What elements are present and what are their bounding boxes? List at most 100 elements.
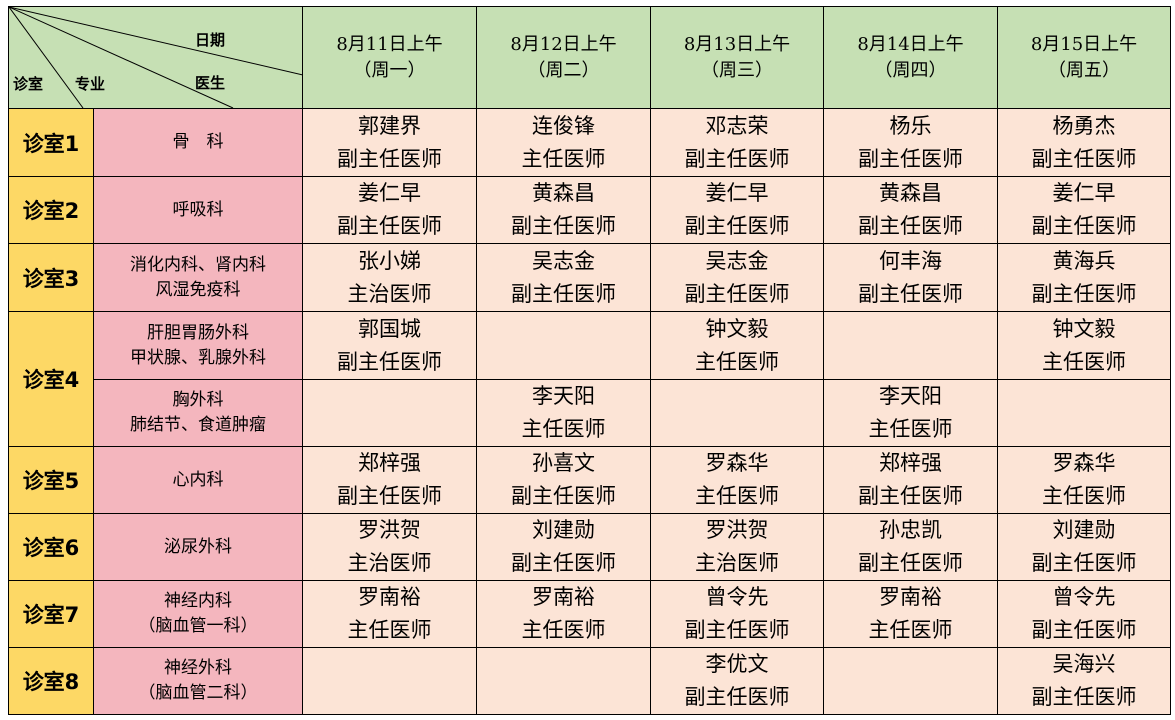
doctor-name: 姜仁早 [1052, 181, 1116, 205]
clinic-schedule-table: 日期 医生 诊室 专业 8月11日上午 （周一） 8月12日上午 （周二） 8月13日上… [8, 6, 1171, 715]
room-cell: 诊室5 [8, 446, 94, 514]
doctor-name: 孙喜文 [532, 451, 595, 475]
schedule-row: 诊室4 肝胆胃肠外科 甲状腺、乳腺外科 郭国城 副主任医师 钟文毅 主任医师 钟文毅 主任医师 [8, 311, 1171, 447]
doctor-title: 副主任医师 [858, 281, 963, 306]
doctor-name: 李优文 [705, 652, 769, 676]
day-date: 8月14日上午 [857, 33, 964, 55]
doctor-title: 主任医师 [868, 618, 953, 642]
doctor-title: 主任医师 [1042, 349, 1126, 374]
doctor-name: 吴志金 [705, 248, 769, 273]
doctor-cell: 何丰海 副主任医师 [823, 243, 998, 312]
doctor-name: 罗森华 [705, 451, 769, 475]
doctor-cell: 钟文毅 主任医师 [997, 311, 1171, 380]
doctor-cell [650, 379, 824, 447]
department-line: 神经内科 [164, 591, 232, 611]
doctor-name: 罗洪贺 [705, 518, 769, 542]
doctor-title: 主治医师 [347, 551, 432, 575]
doctor-cell: 吴志金 副主任医师 [476, 243, 651, 312]
doctor-title: 副主任医师 [1031, 618, 1137, 642]
doctor-cell: 钟文毅 主任医师 [650, 311, 824, 380]
doctor-cell: 郑梓强 副主任医师 [302, 446, 477, 514]
day-date: 8月13日上午 [683, 33, 791, 55]
doctor-cell: 吴海兴 副主任医师 [997, 647, 1171, 715]
doctor-name: 罗南裕 [358, 585, 421, 609]
doctor-name: 黄森昌 [532, 181, 595, 205]
doctor-name: 何丰海 [879, 248, 942, 273]
doctor-cell: 吴志金 副主任医师 [650, 243, 824, 312]
doctor-name: 郭建界 [358, 113, 421, 138]
doctor-title: 副主任医师 [684, 685, 790, 709]
doctor-name: 罗南裕 [532, 585, 595, 609]
doctor-title: 副主任医师 [511, 551, 616, 575]
doctor-name: 吴志金 [532, 248, 595, 273]
day-weekday: （周四） [874, 59, 947, 81]
department-cell: 神经内科 （脑血管一科） [93, 580, 303, 648]
doctor-name: 杨勇杰 [1052, 113, 1116, 138]
doctor-cell: 孙忠凯 副主任医师 [823, 513, 998, 581]
doctor-name: 邓志荣 [705, 113, 769, 138]
doctor-name: 罗森华 [1052, 451, 1116, 475]
doctor-title: 主任医师 [521, 417, 606, 441]
doctor-cell: 罗森华 主任医师 [650, 446, 824, 514]
department-cell: 呼吸科 [93, 176, 303, 244]
department-line: 甲状腺、乳腺外科 [130, 347, 266, 368]
date-label: 日期 [195, 31, 226, 49]
doctor-cell: 黄海兵 副主任医师 [997, 243, 1171, 312]
doctor-cell: 杨乐 副主任医师 [823, 108, 998, 177]
doctor-name: 郑梓强 [879, 451, 942, 475]
doctor-title: 副主任医师 [1031, 214, 1137, 238]
department-line: 肝胆胃肠外科 [147, 322, 249, 343]
doctor-name: 刘建勋 [532, 518, 595, 542]
day-header: 8月11日上午 （周一） [302, 6, 477, 109]
department-line: 泌尿外科 [164, 536, 232, 557]
doctor-title: 副主任医师 [1031, 685, 1137, 709]
doctor-name: 郑梓强 [358, 451, 421, 475]
doctor-cell: 连俊锋 主任医师 [476, 108, 651, 177]
doctor-cell: 李天阳 主任医师 [823, 379, 998, 447]
schedule-row: 诊室6 泌尿外科 罗洪贺 主治医师 刘建勋 副主任医师 罗洪贺 主治医师 孙忠凯 副主任医师 刘建勋… [8, 513, 1171, 581]
doctor-title: 副主任医师 [1031, 281, 1137, 306]
department-line: 神经外科 [164, 658, 232, 678]
department-cell: 骨 科 [93, 108, 303, 177]
doctor-name: 连俊锋 [532, 113, 595, 138]
doctor-title: 副主任医师 [337, 484, 442, 508]
department-cell: 泌尿外科 [93, 513, 303, 581]
specialty-label: 专业 [75, 75, 106, 93]
doctor-title: 主治医师 [695, 551, 779, 575]
doctor-title: 主治医师 [347, 281, 432, 306]
room-cell: 诊室1 [8, 108, 94, 177]
room-cell: 诊室4 [8, 311, 94, 447]
schedule-row: 诊室5 心内科 郑梓强 副主任医师 孙喜文 副主任医师 罗森华 主任医师 郑梓强 副主任医师 罗森华… [8, 446, 1171, 514]
doctor-name: 杨乐 [889, 113, 932, 138]
day-header: 8月15日上午 （周五） [997, 6, 1171, 109]
doctor-cell: 罗南裕 主任医师 [823, 580, 998, 648]
doctor-cell: 罗南裕 主任医师 [302, 580, 477, 648]
doctor-cell: 刘建勋 副主任医师 [476, 513, 651, 581]
doctor-cell: 郭国城 副主任医师 [302, 311, 477, 380]
schedule-row: 诊室8 神经外科 （脑血管二科） 李优文 副主任医师 吴海兴 副主任医师 [8, 647, 1171, 715]
doctor-cell: 曾令先 副主任医师 [650, 580, 824, 648]
doctor-title: 副主任医师 [684, 146, 790, 171]
day-date: 8月12日上午 [510, 33, 617, 55]
department-line: 消化内科、肾内科 [130, 254, 266, 275]
header-row: 日期 医生 诊室 专业 8月11日上午 （周一） 8月12日上午 （周二） 8月13日上… [8, 6, 1171, 109]
doctor-cell: 罗洪贺 主治医师 [650, 513, 824, 581]
doctor-title: 副主任医师 [337, 146, 442, 171]
doctor-title: 副主任医师 [684, 618, 790, 642]
department-line: 心内科 [172, 469, 224, 490]
doctor-cell: 孙喜文 副主任医师 [476, 446, 651, 514]
doctor-name: 李天阳 [879, 384, 942, 408]
doctor-cell: 郭建界 副主任医师 [302, 108, 477, 177]
doctor-title: 副主任医师 [684, 281, 790, 306]
doctor-title: 主任医师 [347, 618, 432, 642]
doctor-cell: 罗洪贺 主治医师 [302, 513, 477, 581]
day-weekday: （周五） [1048, 59, 1120, 81]
doctor-name: 钟文毅 [705, 316, 769, 341]
day-weekday: （周一） [353, 59, 426, 81]
doctor-title: 副主任医师 [337, 214, 442, 238]
doctor-title: 副主任医师 [858, 214, 963, 238]
day-date: 8月15日上午 [1030, 33, 1138, 55]
doctor-name: 罗南裕 [879, 585, 942, 609]
doctor-name: 曾令先 [705, 585, 769, 609]
department-cell: 肝胆胃肠外科 甲状腺、乳腺外科 [93, 311, 303, 380]
